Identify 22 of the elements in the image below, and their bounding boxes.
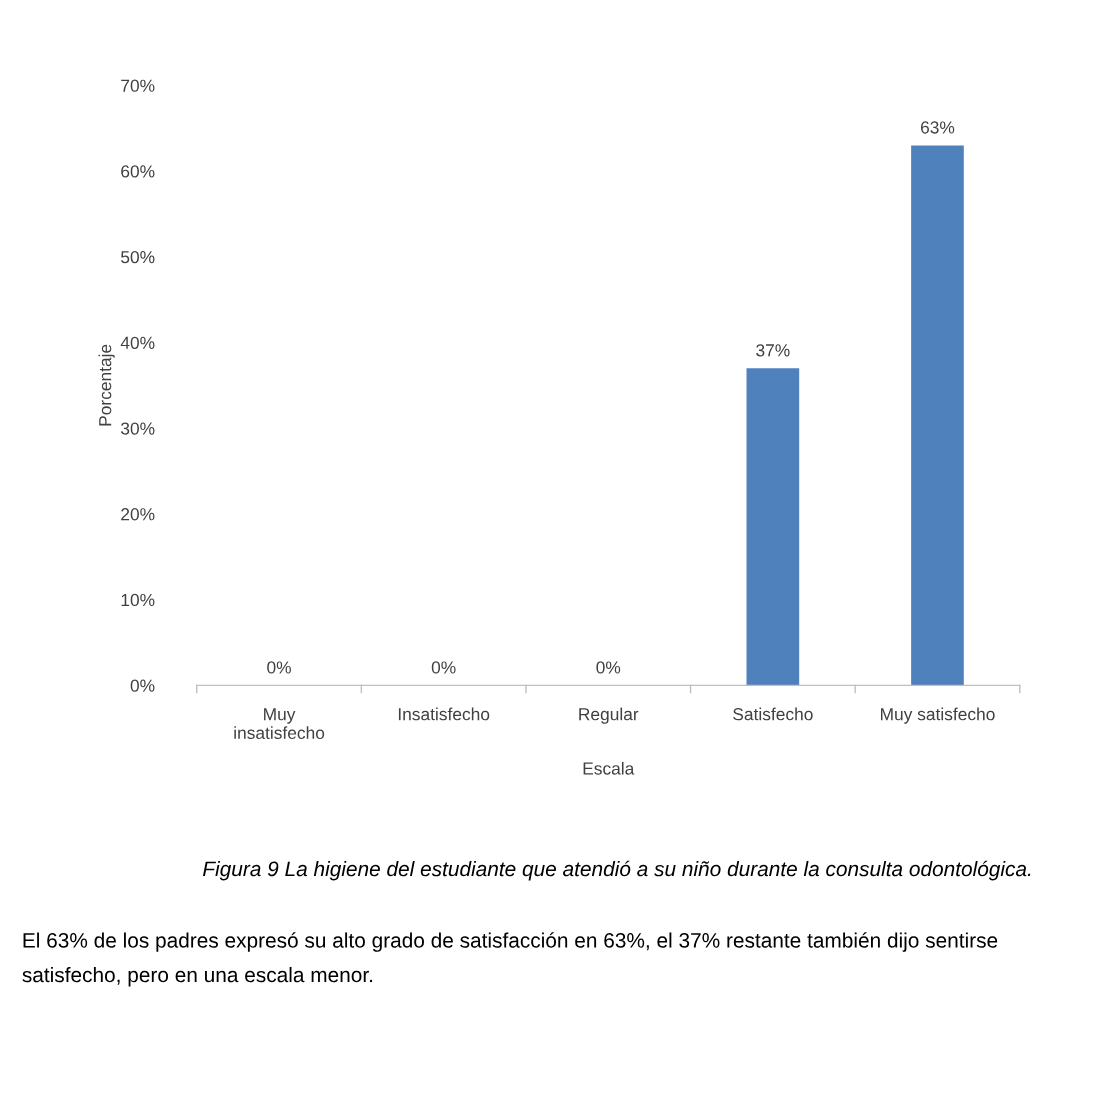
x-axis-title: Escala	[583, 761, 635, 775]
x-tick-label: Satisfecho	[733, 707, 813, 721]
y-tick-label: 30%	[120, 422, 155, 435]
y-tick-label: 60%	[121, 165, 155, 178]
x-tick-label: Insatisfecho	[398, 707, 490, 721]
data-label: 63%	[920, 121, 955, 134]
y-tick-label: 0%	[130, 679, 155, 692]
y-tick-label: 40%	[120, 336, 155, 349]
x-tick-label: Regular	[579, 707, 639, 724]
y-tick-label: 20%	[121, 508, 155, 521]
data-label: 37%	[756, 344, 790, 357]
y-tick-label: 50%	[121, 250, 155, 264]
y-tick-label: 10%	[121, 593, 155, 607]
data-label: 0%	[431, 661, 456, 674]
data-label: 0%	[596, 661, 621, 674]
y-tick-label: 70%	[121, 79, 155, 92]
text: El 63% de los padres expresó su alto grado de satisfacción en 63%, el 37% restante también dijo sentirse satisfecho, pero en una escala menor.	[22, 932, 998, 987]
x-tick-label: Muy satisfecho	[881, 707, 995, 724]
y-axis-title: Porcentaje	[98, 344, 115, 426]
x-tick-label: Muy insatisfecho	[234, 708, 325, 740]
data-label: 0%	[267, 661, 291, 674]
text: Figura 9 La higiene del estudiante que atendió a su niño durante la consulta odontológica.	[202, 860, 1031, 881]
